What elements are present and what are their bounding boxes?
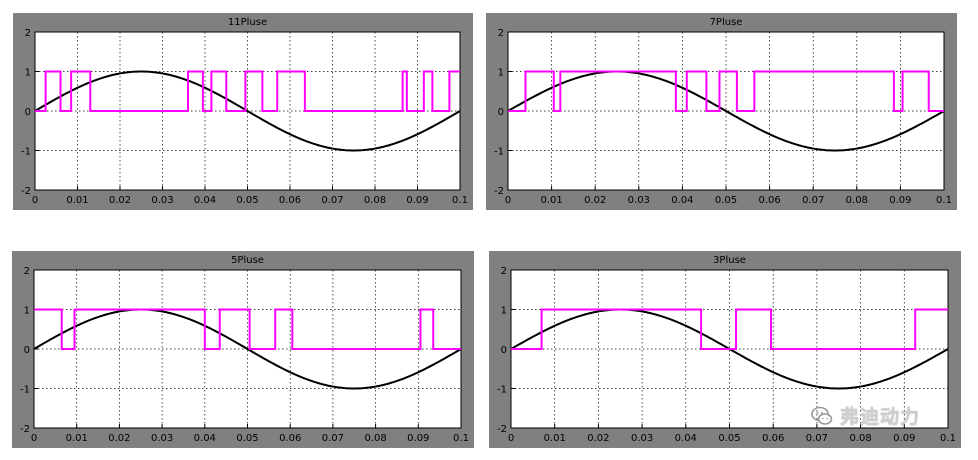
x-tick-label: 0.09 [407, 433, 429, 444]
x-tick-label: 0.1 [453, 433, 469, 444]
y-tick-label: 1 [24, 306, 30, 317]
chart-panel-3pluse: 3Pluse 0 0.01 0.02 0.03 0.04 0.05 0.06 0.07 0.08 0… [489, 251, 961, 448]
y-tick-label: 1 [25, 68, 31, 79]
x-tick-label: 0.03 [151, 433, 173, 444]
x-tick-label: 0.01 [66, 195, 88, 206]
y-tick-label: 0 [498, 107, 504, 118]
chart-3pluse: 3Pluse 0 0.01 0.02 0.03 0.04 0.05 0.06 0.07 0.08 0… [489, 251, 961, 448]
x-tick-label: 0.03 [151, 195, 173, 206]
x-tick-label: 0.09 [889, 195, 911, 206]
x-tick-label: 0.01 [540, 195, 562, 206]
watermark: 弗迪动力 [810, 402, 920, 429]
y-tick-label: -1 [494, 147, 504, 158]
y-tick-label: 2 [501, 266, 507, 277]
watermark-text: 弗迪动力 [840, 406, 921, 428]
chart-panel-5pluse: 5Pluse 0 0.01 0.02 0.03 0.04 0.05 0.06 0.07 0.08 0… [12, 251, 474, 448]
chart-title: 11Pluse [228, 17, 267, 28]
y-tick-label: 2 [24, 266, 30, 277]
x-tick-label: 0.07 [802, 195, 824, 206]
y-tick-label: 0 [501, 345, 507, 356]
x-tick-label: 0.06 [758, 195, 780, 206]
pulse-waveform-line [34, 308, 461, 350]
pulse-waveform-line [35, 70, 460, 112]
y-tick-label: -1 [21, 147, 31, 158]
x-tick-label: 0.04 [671, 195, 693, 206]
x-tick-label: 0.07 [806, 433, 828, 444]
y-tick-label: 1 [498, 68, 504, 79]
x-tick-label: 0.08 [849, 433, 871, 444]
x-tick-label: 0.05 [718, 433, 740, 444]
x-tick-label: 0 [31, 433, 37, 444]
x-tick-label: 0.05 [236, 433, 258, 444]
y-tick-label: -1 [497, 385, 507, 396]
x-tick-label: 0.04 [675, 433, 697, 444]
x-tick-label: 0.1 [452, 195, 468, 206]
pulse-waveform-line [511, 308, 948, 350]
x-tick-label: 0.05 [715, 195, 737, 206]
y-tick-label: -2 [21, 186, 31, 197]
x-tick-label: 0.02 [584, 195, 606, 206]
x-tick-label: 0.04 [194, 195, 216, 206]
y-tick-label: 1 [501, 306, 507, 317]
x-tick-label: 0.02 [108, 433, 130, 444]
x-tick-label: 0.07 [322, 433, 344, 444]
x-tick-label: 0.08 [364, 195, 386, 206]
chart-title: 3Pluse [713, 255, 746, 266]
y-tick-label: 2 [498, 28, 504, 39]
wechat-icon [811, 406, 833, 425]
x-tick-label: 0.09 [893, 433, 915, 444]
y-tick-label: -2 [494, 186, 504, 197]
y-tick-label: -1 [20, 385, 30, 396]
sine-wave-line [34, 70, 461, 152]
chart-title: 7Pluse [710, 17, 743, 28]
chart-7pluse: 7Pluse 0 0.01 0.02 0.03 0.04 0.05 0.06 0.07 0.08 0… [486, 13, 957, 210]
chart-panel-7pluse: 7Pluse 0 0.01 0.02 0.03 0.04 0.05 0.06 0.07 0.08 0… [486, 13, 957, 210]
y-tick-label: 2 [25, 28, 31, 39]
x-tick-label: 0.01 [66, 433, 88, 444]
x-tick-label: 0.08 [846, 195, 868, 206]
sine-wave-line [33, 308, 462, 390]
x-tick-label: 0.08 [364, 433, 386, 444]
chart-title: 5Pluse [231, 255, 264, 266]
x-tick-label: 0 [505, 195, 511, 206]
sine-wave-line [507, 70, 945, 152]
x-tick-label: 0.09 [406, 195, 428, 206]
chart-panel-11pluse: 11Pluse 0 0.01 0.02 0.03 0.04 0.05 0.06 0.07 0.08… [13, 13, 473, 210]
x-tick-label: 0.01 [544, 433, 566, 444]
x-tick-label: 0.02 [587, 433, 609, 444]
x-tick-label: 0.1 [936, 195, 952, 206]
y-tick-label: 0 [24, 345, 30, 356]
x-tick-label: 0.03 [631, 433, 653, 444]
x-tick-label: 0.07 [321, 195, 343, 206]
x-tick-label: 0.04 [194, 433, 216, 444]
x-tick-label: 0 [508, 433, 514, 444]
x-tick-label: 0.05 [236, 195, 258, 206]
x-tick-label: 0.06 [762, 433, 784, 444]
pulse-waveform-line [508, 70, 944, 112]
x-tick-label: 0.02 [109, 195, 131, 206]
y-tick-label: 0 [25, 107, 31, 118]
x-tick-label: 0.1 [940, 433, 956, 444]
chart-11pluse: 11Pluse 0 0.01 0.02 0.03 0.04 0.05 0.06 0.07 0.08… [13, 13, 473, 210]
chart-5pluse: 5Pluse 0 0.01 0.02 0.03 0.04 0.05 0.06 0.07 0.08 0… [12, 251, 474, 448]
x-tick-label: 0.03 [628, 195, 650, 206]
x-tick-label: 0 [32, 195, 38, 206]
x-tick-label: 0.06 [279, 433, 301, 444]
y-tick-label: -2 [497, 424, 507, 435]
y-tick-label: -2 [20, 424, 30, 435]
x-tick-label: 0.06 [279, 195, 301, 206]
